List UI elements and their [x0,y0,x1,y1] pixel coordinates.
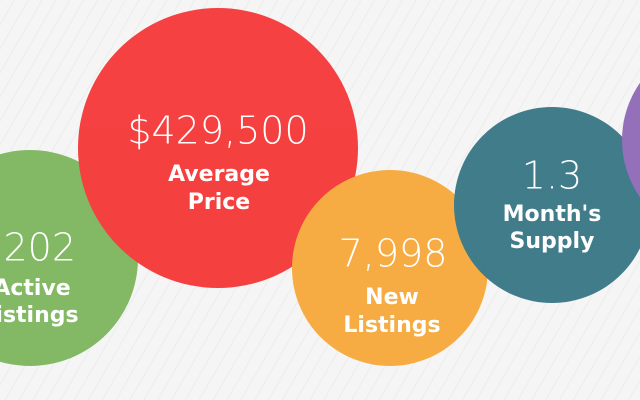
stat-label: New [365,285,419,310]
stat-label: Month's [503,202,602,227]
circle-teal [454,107,640,303]
circle-purple [622,82,640,198]
circle-red [78,8,358,288]
stat-label: Supply [510,229,595,254]
stat-label: Average [168,162,270,187]
stat-label: Listings [0,303,79,328]
stat-value: 1.3 [522,154,582,198]
stat-label: Active [0,276,71,301]
stat-value: $429,500 [127,109,308,153]
stat-value: 202 [3,226,76,270]
stat-value: 7,998 [339,232,448,276]
circle-orange [292,170,488,366]
stat-label: Listings [343,313,440,338]
stat-label: Price [188,190,250,215]
